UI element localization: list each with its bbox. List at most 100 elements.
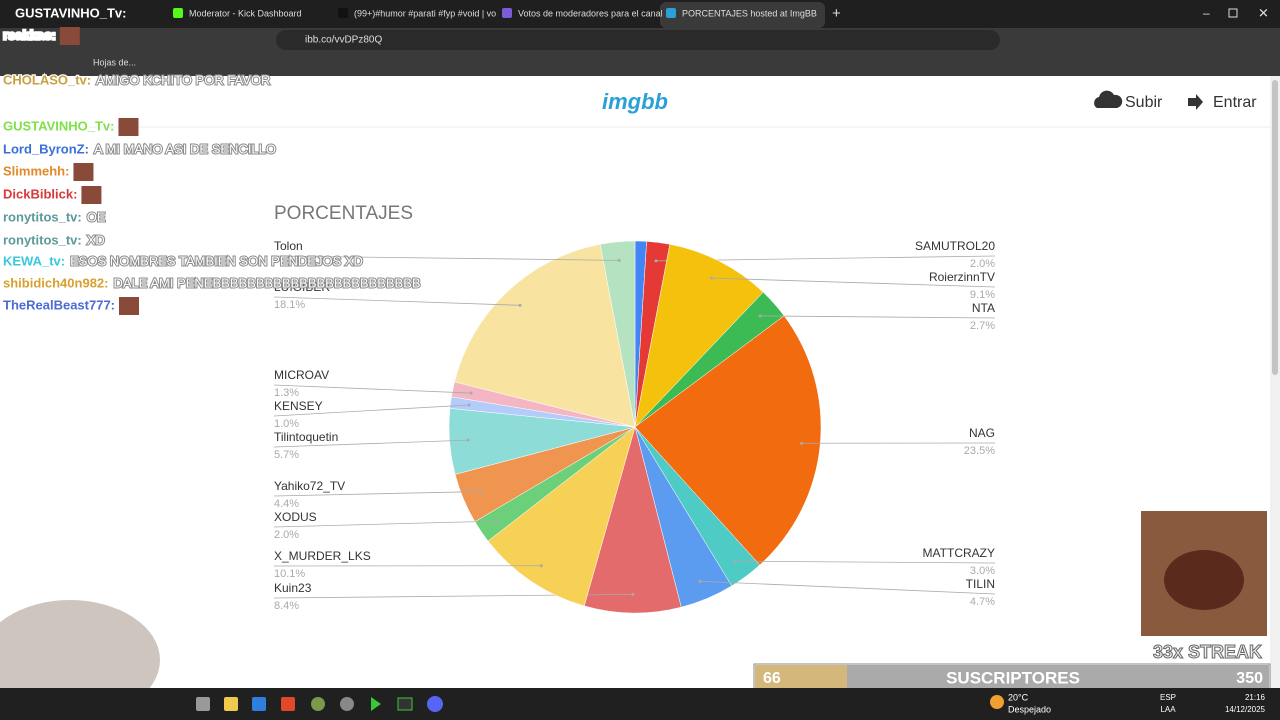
upload-icon[interactable] (1094, 90, 1123, 108)
slice-label: TILIN (966, 577, 995, 591)
chat-user[interactable]: ronytitos_tv: (2, 231, 83, 249)
tab-title[interactable]: Votos de moderadores para el canal (518, 8, 663, 18)
chat-message: ESOS NOMBRES TAMBIEN SON PENDEJOS XD (70, 253, 363, 268)
slice-value: 4.7% (970, 596, 995, 608)
app-icon[interactable] (311, 697, 325, 711)
chat-emote (119, 297, 139, 315)
slice-label: MICROAV (274, 368, 329, 382)
tab-title[interactable]: GUSTAVINHO_Tv: (15, 5, 126, 20)
leader-dot (709, 276, 713, 280)
taskbar-apps (196, 696, 443, 712)
slice-value: 9.1% (970, 289, 995, 301)
clock-time[interactable]: 21:16 (1245, 693, 1266, 702)
chat-user[interactable]: Lord_ByronZ: (2, 140, 90, 158)
lang[interactable]: ESP (1160, 693, 1176, 702)
pie-slice (599, 240, 636, 428)
chat-user[interactable]: KEWA_tv: (2, 252, 67, 270)
leader-dot (800, 441, 804, 445)
sub-bar-track (847, 665, 1269, 691)
leader-dot (479, 490, 483, 494)
address-bar[interactable] (276, 30, 1000, 50)
scrollbar (1270, 76, 1280, 688)
chat-user[interactable]: ronytitos_tv: (2, 208, 83, 226)
weather-temp[interactable]: 20°C (1008, 692, 1029, 702)
app-icon[interactable] (397, 697, 413, 711)
pie-chart: SAMUTROL202.0%RoierzinnTV9.1%NTA2.7%NAG2… (273, 239, 996, 614)
chat-user[interactable]: rsakkas: (2, 26, 57, 44)
weather-text[interactable]: Despejado (1008, 704, 1051, 714)
login[interactable]: Entrar (1213, 94, 1257, 111)
app-icon[interactable] (281, 697, 295, 711)
chat-emote (118, 118, 139, 136)
bookmark-bar (0, 52, 1280, 76)
slice-label: NTA (972, 301, 995, 315)
chat-emote (73, 163, 94, 181)
streak: 33x STREAK (1153, 642, 1262, 662)
leader-dot (733, 559, 737, 563)
app-icon[interactable] (196, 697, 210, 711)
leader-dot (758, 314, 762, 318)
upload[interactable]: Subir (1125, 94, 1163, 111)
chat-user[interactable]: DickBiblick: (2, 185, 79, 203)
slice-value: 4.4% (274, 498, 299, 510)
chat-user[interactable]: GUSTAVINHO_Tv: (2, 117, 116, 135)
tab-title[interactable]: (99+)#humor #parati #fyp #void | vo (354, 8, 496, 18)
leader-dot (631, 592, 635, 596)
app-icon[interactable] (252, 697, 266, 711)
taskbar (0, 688, 1280, 720)
chat-message: A MI MANO ASI DE SENCILLO (94, 141, 276, 156)
chat-user[interactable]: Slimmehh: (2, 162, 71, 180)
close[interactable]: ✕ (1258, 5, 1269, 20)
tab-title[interactable]: PORCENTAJES hosted at ImgBB (682, 8, 817, 18)
chat-message: AMIGO KCHITO POR FAVOR (96, 72, 270, 87)
chat-user[interactable]: CHOLASO_tv: (2, 71, 93, 89)
pie-slice (634, 315, 822, 566)
logo[interactable]: imgbb (602, 89, 668, 114)
leader-dot (466, 438, 470, 442)
app-icon[interactable] (224, 697, 238, 711)
chat-user[interactable]: shibidich40n982: (2, 274, 110, 292)
chat-user[interactable]: TheRealBeast777: (2, 296, 117, 314)
sub-bar-fill (755, 665, 847, 691)
new-tab[interactable]: + (832, 5, 841, 22)
leader-dot (467, 403, 471, 407)
weather-icon (990, 695, 1004, 709)
chat-overlay: rsakkas: CHOLASO_tv: AMIGO KCHITO POR FAVO… (2, 26, 422, 315)
slice-label: Tolon (274, 239, 303, 253)
leader-line (700, 580, 996, 595)
sub-label: SUSCRIPTORES (946, 668, 1080, 687)
tab-strip (0, 0, 1280, 28)
leader-line (273, 520, 497, 528)
pie-slice (454, 244, 636, 428)
slice-label: NAG (969, 426, 995, 440)
clock-date[interactable]: 14/12/2025 (1225, 705, 1266, 714)
sub-count: 66 (763, 670, 781, 687)
leader-line (273, 404, 470, 417)
pie-slice (634, 244, 764, 428)
chat-emote (59, 27, 80, 45)
slice-label: Yahiko72_TV (274, 479, 345, 493)
bookmark[interactable]: Hojas de... (93, 57, 136, 67)
leader-dot (518, 303, 522, 307)
maximize[interactable] (1228, 8, 1238, 18)
chart-title: PORCENTAJES (274, 203, 413, 224)
tab-title[interactable]: Moderator - Kick Dashboard (189, 8, 302, 18)
slice-value: 2.7% (970, 320, 995, 332)
app-icon[interactable] (371, 697, 381, 711)
kb-layout[interactable]: LAA (1160, 705, 1176, 714)
slice-value: 5.7% (274, 449, 299, 461)
active-tab[interactable] (660, 2, 825, 28)
slice-value: 8.4% (274, 600, 299, 612)
pie-slice (583, 426, 682, 614)
slice-value: 18.1% (274, 299, 305, 311)
tab-icon (666, 8, 676, 18)
login-icon[interactable] (1188, 94, 1203, 110)
app-icon[interactable] (340, 697, 354, 711)
scroll-thumb[interactable] (1272, 80, 1278, 375)
slice-label: XODUS (274, 510, 317, 524)
slice-label: RoierzinnTV (929, 270, 995, 284)
minimize[interactable]: – (1203, 6, 1210, 20)
url[interactable]: ibb.co/vvDPz80Q (305, 35, 382, 46)
app-icon[interactable] (427, 696, 443, 712)
